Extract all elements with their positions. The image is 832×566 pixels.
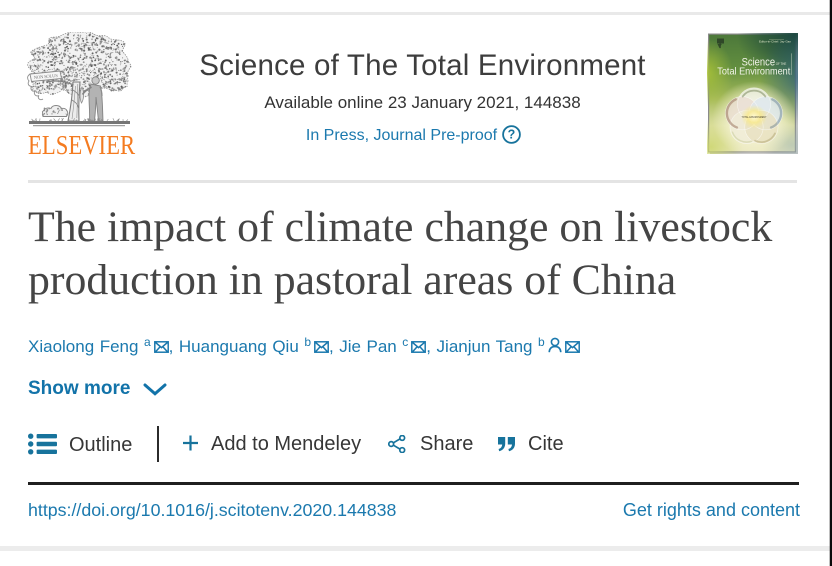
svg-text:OF THE: OF THE [776, 62, 787, 66]
svg-text:Science: Science [742, 56, 776, 68]
svg-text:?: ? [508, 128, 516, 142]
svg-text:Total Environment: Total Environment [717, 66, 790, 77]
svg-text:TOTAL ENVIRONMENT: TOTAL ENVIRONMENT [742, 115, 767, 119]
svg-text:Editor-in-Chief: Jay Gan: Editor-in-Chief: Jay Gan [759, 40, 791, 44]
svg-text:NON SOLUS: NON SOLUS [34, 73, 59, 80]
